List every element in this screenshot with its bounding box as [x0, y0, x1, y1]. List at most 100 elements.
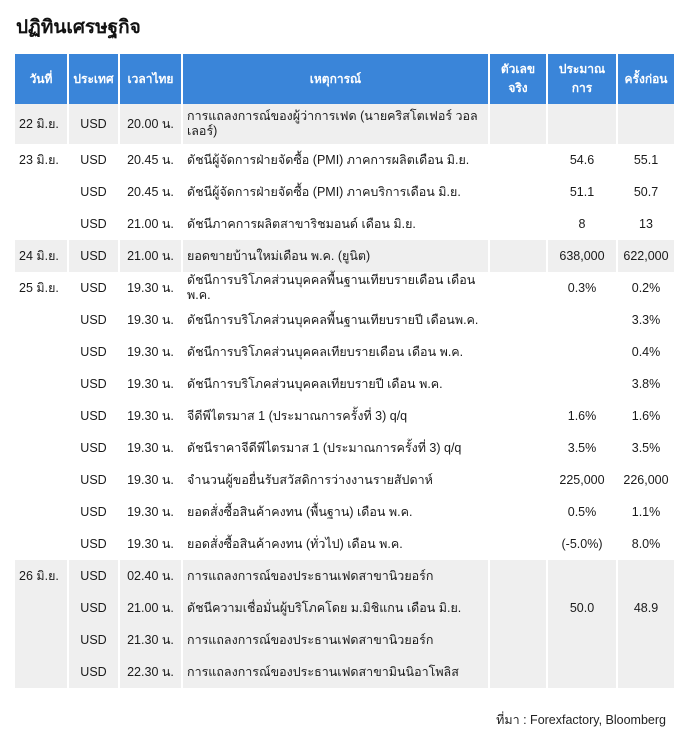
cell-forecast: 225,000	[547, 464, 618, 496]
cell-country: USD	[68, 144, 120, 176]
cell-event: การแถลงการณ์ของผู้ว่าการเฟด (นายคริสโตเฟ…	[182, 104, 490, 144]
cell-forecast	[547, 368, 618, 400]
cell-previous: 1.1%	[617, 496, 674, 528]
cell-event: ดัชนีการบริโภคส่วนบุคคลพื้นฐานเทียบรายปี…	[182, 304, 490, 336]
table-row: USD 19.30 น. ยอดสั่งซื้อสินค้าคงทน (พื้น…	[15, 496, 674, 528]
table-row: USD 19.30 น. ดัชนีการบริโภคส่วนบุคคลพื้น…	[15, 304, 674, 336]
cell-event: การแถลงการณ์ของประธานเฟดสาขานิวยอร์ก	[182, 560, 490, 592]
table-row: 25 มิ.ย. USD 19.30 น. ดัชนีการบริโภคส่วน…	[15, 272, 674, 304]
cell-actual	[489, 368, 548, 400]
cell-date	[15, 592, 69, 624]
cell-country: USD	[68, 560, 120, 592]
cell-actual	[489, 528, 548, 560]
cell-time: 19.30 น.	[119, 528, 183, 560]
cell-previous: 3.5%	[617, 432, 674, 464]
cell-country: USD	[68, 496, 120, 528]
cell-time: 19.30 น.	[119, 400, 183, 432]
cell-previous: 3.3%	[617, 304, 674, 336]
table-row: USD 19.30 น. ดัชนีการบริโภคส่วนบุคคลเทีย…	[15, 336, 674, 368]
cell-forecast	[547, 104, 618, 144]
cell-forecast	[547, 560, 618, 592]
cell-date	[15, 432, 69, 464]
table-row: USD 19.30 น. ดัชนีราคาจีดีพีไตรมาส 1 (ปร…	[15, 432, 674, 464]
cell-date: 24 มิ.ย.	[15, 240, 69, 272]
cell-country: USD	[68, 624, 120, 656]
cell-forecast: 3.5%	[547, 432, 618, 464]
table-row: USD 21.30 น. การแถลงการณ์ของประธานเฟดสาข…	[15, 624, 674, 656]
cell-time: 21.30 น.	[119, 624, 183, 656]
cell-actual	[489, 304, 548, 336]
cell-actual	[489, 336, 548, 368]
cell-date	[15, 656, 69, 688]
economic-calendar-table: วันที่ ประเทศ เวลาไทย เหตุการณ์ ตัวเลขจร…	[15, 54, 674, 688]
table-row: 23 มิ.ย. USD 20.45 น. ดัชนีผู้จัดการฝ่าย…	[15, 144, 674, 176]
cell-time: 19.30 น.	[119, 464, 183, 496]
column-header-date: วันที่	[15, 54, 69, 104]
cell-previous: 48.9	[617, 592, 674, 624]
cell-date: 22 มิ.ย.	[15, 104, 69, 144]
cell-date	[15, 176, 69, 208]
column-header-country: ประเทศ	[68, 54, 120, 104]
cell-previous	[617, 656, 674, 688]
cell-event: ดัชนีผู้จัดการฝ่ายจัดซื้อ (PMI) ภาคบริกา…	[182, 176, 490, 208]
column-header-actual: ตัวเลขจริง	[489, 54, 548, 104]
table-row: USD 20.45 น. ดัชนีผู้จัดการฝ่ายจัดซื้อ (…	[15, 176, 674, 208]
cell-actual	[489, 592, 548, 624]
cell-forecast: 638,000	[547, 240, 618, 272]
cell-country: USD	[68, 336, 120, 368]
cell-date: 25 มิ.ย.	[15, 272, 69, 304]
cell-forecast: 51.1	[547, 176, 618, 208]
cell-actual	[489, 104, 548, 144]
cell-event: ดัชนีผู้จัดการฝ่ายจัดซื้อ (PMI) ภาคการผล…	[182, 144, 490, 176]
cell-forecast: 54.6	[547, 144, 618, 176]
cell-event: ดัชนีราคาจีดีพีไตรมาส 1 (ประมาณการครั้งท…	[182, 432, 490, 464]
cell-event: ยอดสั่งซื้อสินค้าคงทน (พื้นฐาน) เดือน พ.…	[182, 496, 490, 528]
table-row: 22 มิ.ย. USD 20.00 น. การแถลงการณ์ของผู้…	[15, 104, 674, 144]
cell-forecast: (-5.0%)	[547, 528, 618, 560]
cell-actual	[489, 432, 548, 464]
cell-event: จีดีพีไตรมาส 1 (ประมาณการครั้งที่ 3) q/q	[182, 400, 490, 432]
cell-forecast: 0.3%	[547, 272, 618, 304]
column-header-previous: ครั้งก่อน	[617, 54, 674, 104]
cell-previous: 8.0%	[617, 528, 674, 560]
cell-actual	[489, 624, 548, 656]
cell-time: 21.00 น.	[119, 592, 183, 624]
cell-event: ยอดสั่งซื้อสินค้าคงทน (ทั่วไป) เดือน พ.ค…	[182, 528, 490, 560]
cell-event: ดัชนีการบริโภคส่วนบุคคลเทียบรายปี เดือน …	[182, 368, 490, 400]
cell-event: ดัชนีความเชื่อมั่นผู้บริโภคโดย ม.มิชิแกน…	[182, 592, 490, 624]
cell-country: USD	[68, 304, 120, 336]
cell-time: 22.30 น.	[119, 656, 183, 688]
cell-date: 23 มิ.ย.	[15, 144, 69, 176]
cell-previous: 50.7	[617, 176, 674, 208]
cell-actual	[489, 496, 548, 528]
cell-actual	[489, 464, 548, 496]
cell-previous	[617, 104, 674, 144]
cell-time: 19.30 น.	[119, 304, 183, 336]
cell-time: 21.00 น.	[119, 240, 183, 272]
cell-time: 02.40 น.	[119, 560, 183, 592]
cell-time: 20.00 น.	[119, 104, 183, 144]
cell-forecast	[547, 336, 618, 368]
cell-time: 20.45 น.	[119, 176, 183, 208]
cell-date: 26 มิ.ย.	[15, 560, 69, 592]
cell-time: 19.30 น.	[119, 336, 183, 368]
cell-date	[15, 624, 69, 656]
column-header-event: เหตุการณ์	[182, 54, 490, 104]
cell-country: USD	[68, 272, 120, 304]
cell-previous: 55.1	[617, 144, 674, 176]
table-row: USD 19.30 น. ดัชนีการบริโภคส่วนบุคคลเทีย…	[15, 368, 674, 400]
cell-forecast	[547, 304, 618, 336]
cell-country: USD	[68, 240, 120, 272]
cell-event: ดัชนีการบริโภคส่วนบุคคลเทียบรายเดือน เดื…	[182, 336, 490, 368]
cell-date	[15, 336, 69, 368]
table-row: 26 มิ.ย. USD 02.40 น. การแถลงการณ์ของประ…	[15, 560, 674, 592]
table-row: USD 21.00 น. ดัชนีภาคการผลิตสาขาริชมอนด์…	[15, 208, 674, 240]
cell-time: 19.30 น.	[119, 432, 183, 464]
table-row: 24 มิ.ย. USD 21.00 น. ยอดขายบ้านใหม่เดือ…	[15, 240, 674, 272]
cell-country: USD	[68, 104, 120, 144]
cell-time: 19.30 น.	[119, 272, 183, 304]
table-row: USD 19.30 น. ยอดสั่งซื้อสินค้าคงทน (ทั่ว…	[15, 528, 674, 560]
cell-date	[15, 304, 69, 336]
cell-previous	[617, 624, 674, 656]
cell-forecast: 8	[547, 208, 618, 240]
